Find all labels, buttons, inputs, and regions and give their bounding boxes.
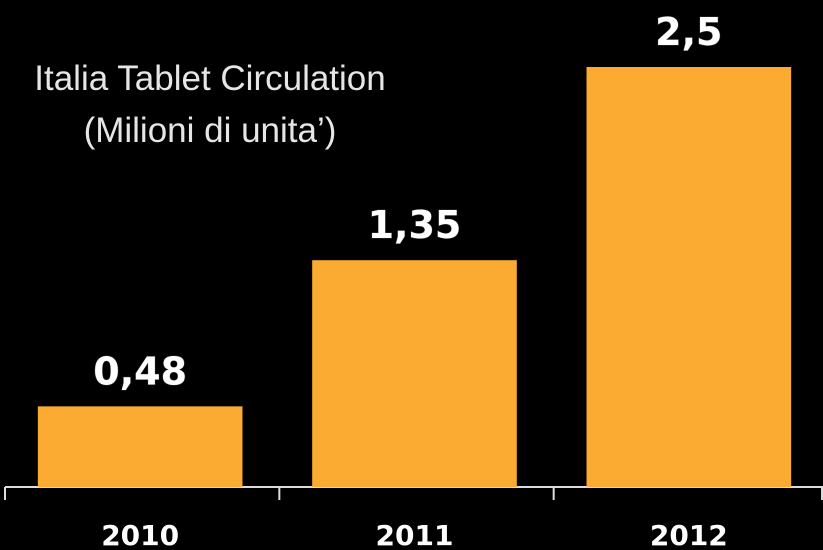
x-tick-label: 2010 [101, 519, 179, 550]
data-label: 2,5 [655, 10, 722, 54]
data-label: 1,35 [368, 203, 462, 247]
chart-subtitle: (Milioni di unita’) [84, 111, 337, 150]
data-label: 0,48 [93, 349, 187, 393]
bar [312, 260, 517, 487]
chart-title: Italia Tablet Circulation [34, 59, 386, 98]
bar [586, 67, 792, 487]
x-tick-label: 2011 [376, 519, 454, 550]
x-tick-label: 2012 [650, 519, 728, 550]
bar [37, 406, 243, 487]
